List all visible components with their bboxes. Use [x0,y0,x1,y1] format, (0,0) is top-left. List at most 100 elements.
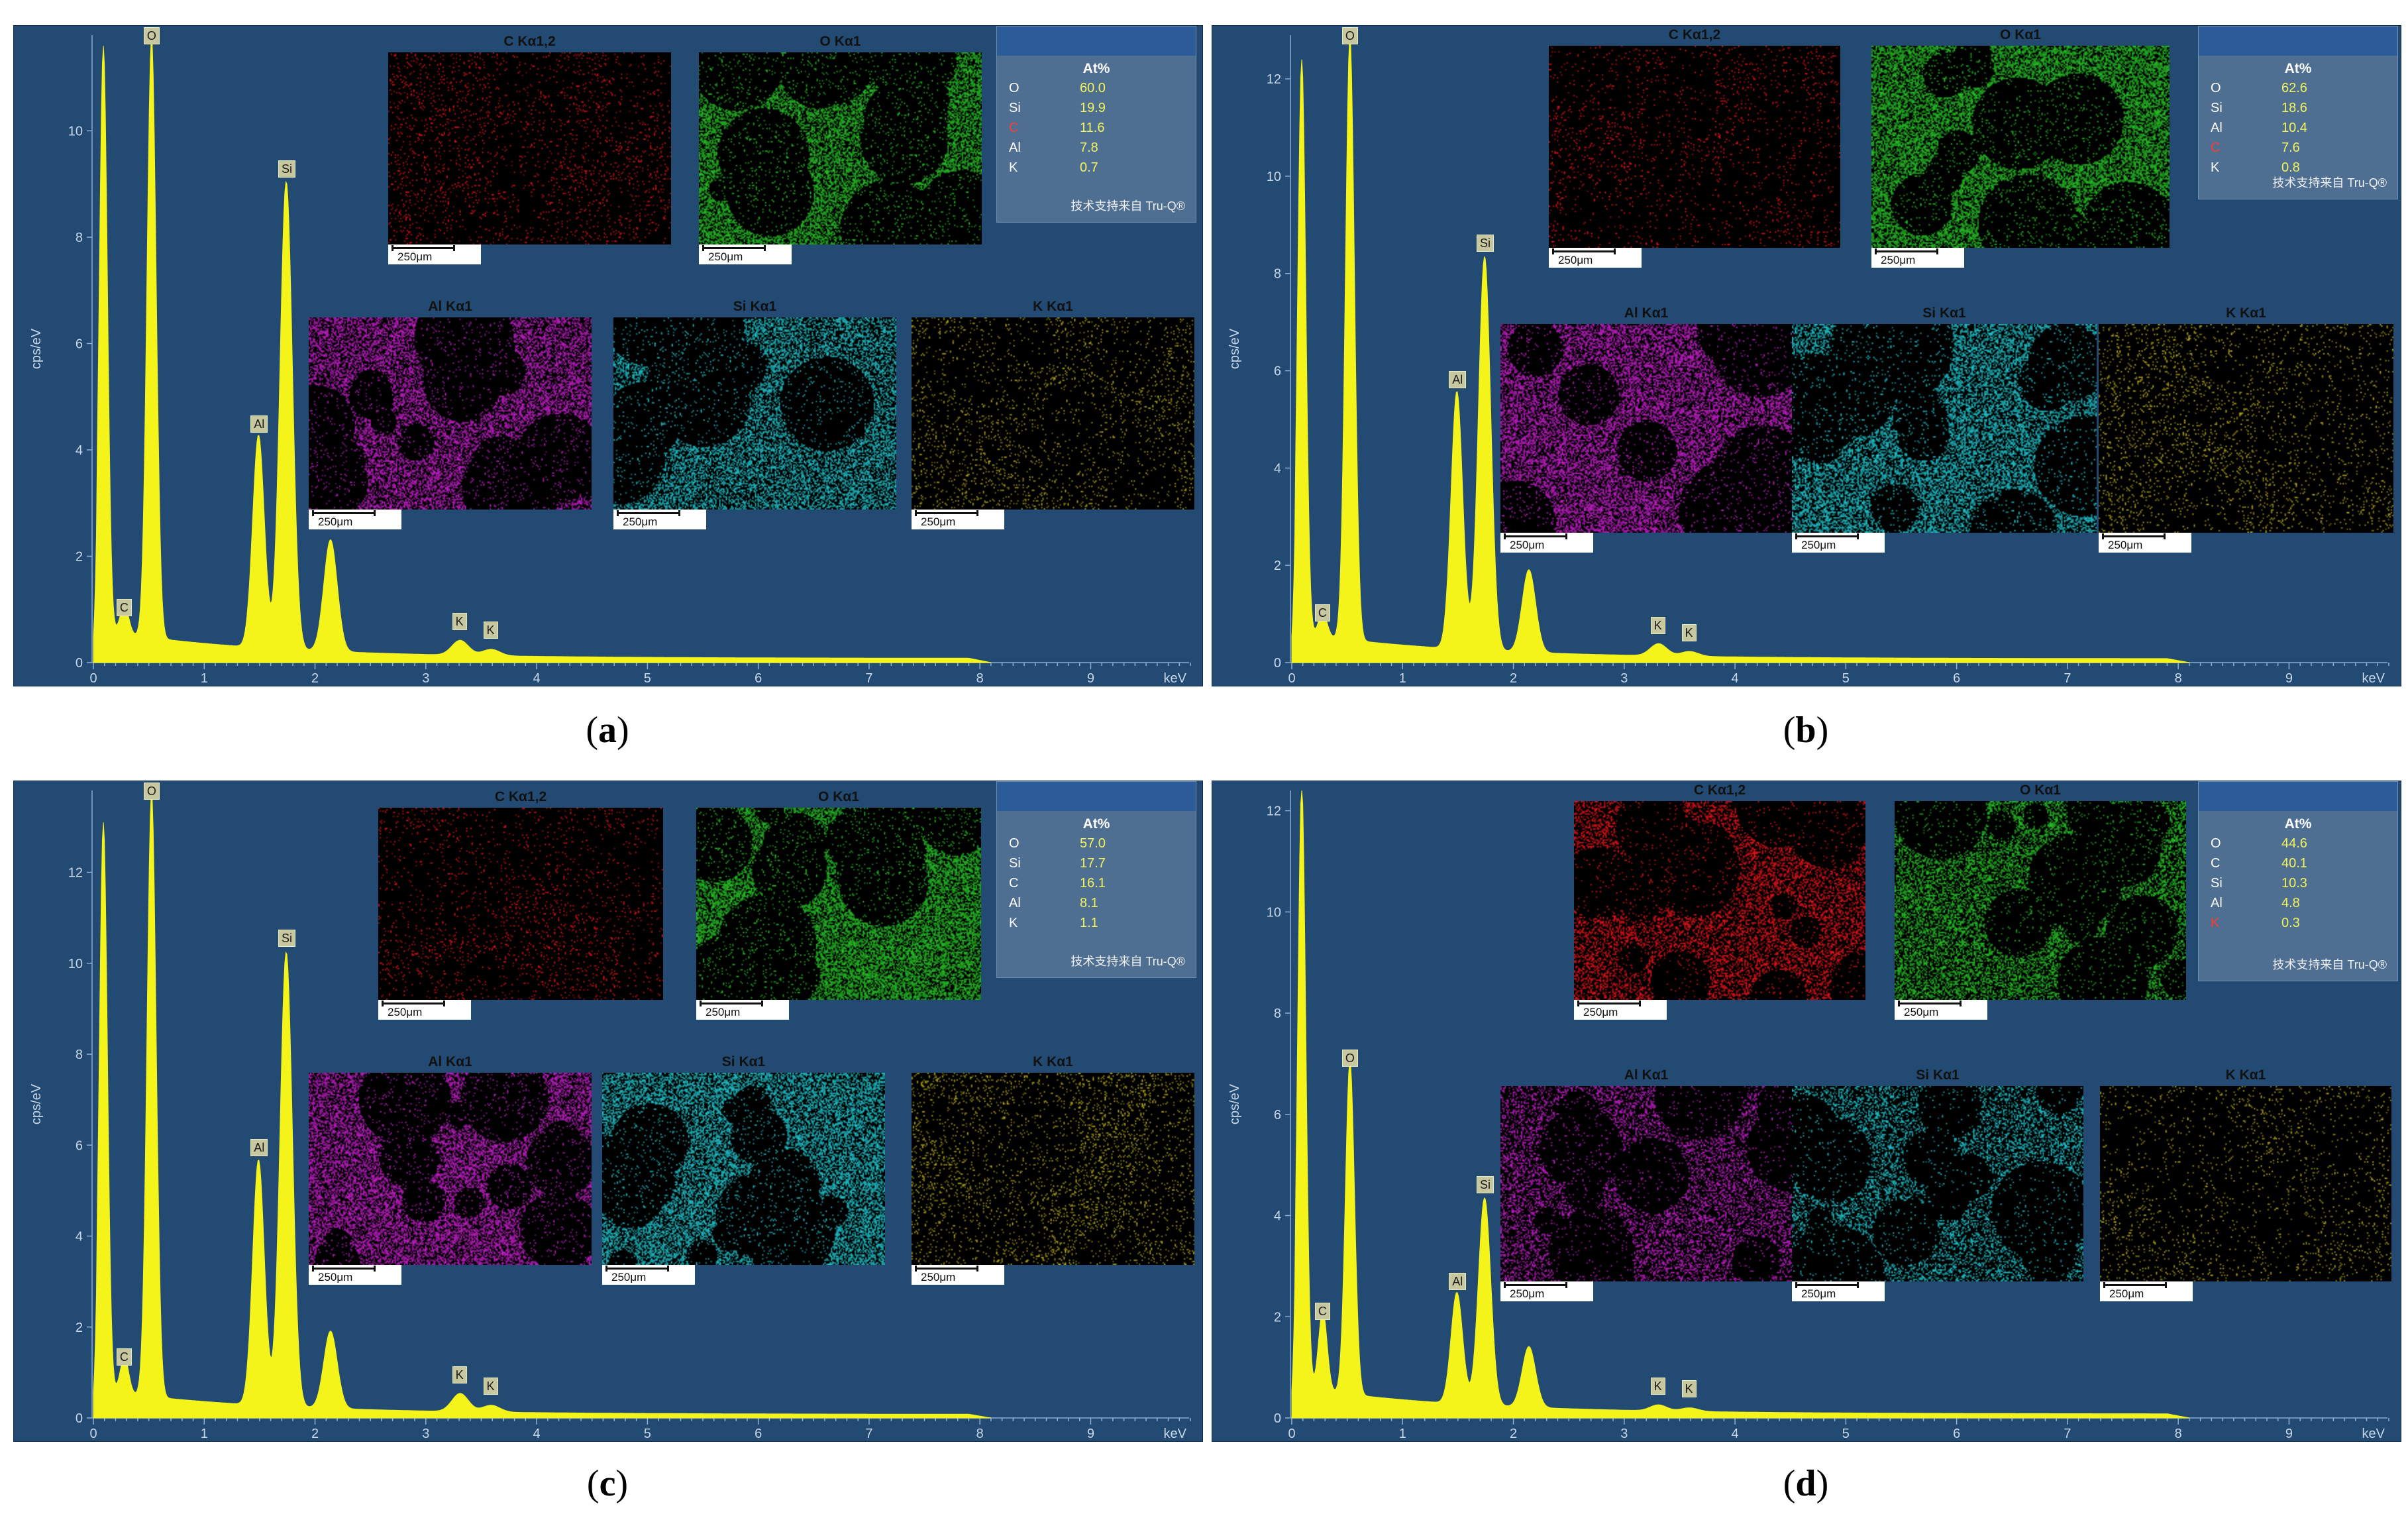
peak-label-k: K [452,1366,467,1384]
y-tick-label: 2 [76,549,83,564]
atomic-percent: 18.6 [2281,101,2307,115]
caption-letter: d [1795,1463,1816,1504]
map-image [2100,1086,2391,1281]
peak-label-al: Al [1449,370,1467,388]
composition-table: At% O 44.6 C 40.1 Si 10.3 Al 4.8 K 0.3 技术支持来自 Tru-Q… [2198,781,2398,981]
y-tick-label: 6 [1274,1108,1281,1122]
x-tick-label: 2 [1510,671,1517,686]
scale-bar-line [702,245,766,251]
element-map-0: C Kα1,2 250μm [388,34,671,264]
scale-bar-line [312,510,376,516]
spectrum-area [1291,790,2189,1419]
map-title: K Kα1 [1033,299,1073,314]
table-row: Al 4.8 [2199,896,2397,916]
map-title: Si Kα1 [1922,305,1966,321]
scale-bar: 250μm [1895,1000,1987,1020]
y-tick-label: 12 [1267,72,1281,87]
eds-panel-d: 0 1 2 3 4 5 6 7 8 9 keV 0 2 4 6 8 10 12 cps/eV C O Al Si K K C Kα… [1212,781,2401,1442]
y-tick-label: 0 [1274,656,1281,671]
element-map-4: K Kα1 250μm [912,1054,1194,1285]
x-tick-label: 7 [2064,1427,2071,1441]
atomic-percent: 1.1 [1080,916,1098,930]
atomic-percent: 7.6 [2281,140,2300,155]
scale-bar-label: 250μm [2108,539,2143,551]
map-title: Al Kα1 [1624,1067,1669,1083]
scale-bar-label: 250μm [1801,539,1836,551]
x-tick-label: 5 [644,671,651,686]
x-tick-label: 5 [644,1427,651,1441]
x-tick-label: 3 [422,671,429,686]
scale-bar-label: 250μm [2109,1287,2144,1300]
map-title: C Kα1,2 [1693,783,1746,798]
peak-label-si: Si [1477,235,1494,252]
table-header-bar [2199,27,2397,56]
atomic-percent: 8.1 [1080,896,1098,910]
peak-label-o: O [1341,27,1358,44]
element-symbol: Al [1009,140,1021,155]
element-symbol: C [1009,876,1019,891]
panel-caption: (c) [541,1462,674,1505]
x-tick-label: 0 [1288,1427,1295,1441]
table-row: Si 17.7 [997,856,1196,876]
element-symbol: Al [2211,896,2223,910]
caption-close-paren: ) [617,710,629,751]
element-map-3: Si Kα1 250μm [1792,1067,2083,1301]
scale-bar-label: 250μm [388,1006,423,1018]
map-title: O Kα1 [818,789,859,804]
x-tick-label: 1 [201,1427,208,1441]
map-title: Al Kα1 [1624,305,1669,321]
scale-bar: 250μm [1574,1000,1667,1020]
element-map-1: O Kα1 250μm [696,789,981,1020]
atomic-percent: 7.8 [1080,140,1098,155]
scale-bar-line [312,1266,376,1272]
x-tick-label: 6 [755,1427,762,1441]
scale-bar: 250μm [1792,1281,1885,1301]
x-tick-label: 4 [1732,671,1739,686]
table-row: C 7.6 [2199,140,2397,160]
x-tick-label: 8 [976,1427,984,1441]
element-map-0: C Kα1,2 250μm [378,789,663,1020]
x-tick-label: 2 [311,671,319,686]
scale-bar-line [392,245,455,251]
map-title: K Kα1 [2226,305,2266,321]
peak-label-k: K [483,1378,498,1395]
peak-label-k: K [1681,623,1697,641]
scale-bar: 250μm [309,1265,401,1285]
element-map-2: Al Kα1 250μm [1500,1067,1792,1301]
y-tick-label: 2 [1274,559,1281,573]
caption-letter: c [599,1463,616,1504]
x-tick-label: 4 [533,671,541,686]
x-unit-label: keV [1164,671,1187,686]
peak-label-al: Al [250,1139,268,1157]
table-header-bar [997,782,1196,811]
x-tick-label: 3 [1620,671,1628,686]
table-row: Si 19.9 [997,101,1196,121]
x-tick-label: 8 [976,671,984,686]
map-title: K Kα1 [1033,1054,1073,1069]
spectrum-area [1291,38,2189,663]
x-tick-label: 5 [1842,671,1850,686]
scale-bar-label: 250μm [1904,1006,1939,1018]
scale-bar-line [1875,248,1938,254]
map-image [912,1073,1194,1265]
atomic-percent: 57.0 [1080,836,1106,851]
y-tick-label: 0 [1274,1411,1281,1426]
peak-label-c: C [1314,1303,1330,1321]
map-image [1500,324,1792,533]
y-tick-label: 10 [68,124,83,138]
y-axis-label: cps/eV [1228,1083,1242,1124]
x-tick-label: 4 [533,1427,541,1441]
scale-bar-line [382,1001,445,1006]
atomic-percent: 17.7 [1080,856,1106,871]
x-tick-label: 0 [89,671,97,686]
caption-open-paren: ( [586,1463,600,1504]
peak-label-k: K [1650,616,1665,634]
map-title: K Kα1 [2225,1067,2266,1083]
map-image [388,52,671,244]
atomic-percent: 19.9 [1080,101,1106,115]
atomic-percent: 11.6 [1080,121,1105,135]
composition-table: At% O 60.0 Si 19.9 C 11.6 Al 7.8 K 0.7 技术支持来自 Tru-Q… [996,26,1196,223]
scale-bar-line [605,1266,669,1272]
table-footer: 技术支持来自 Tru-Q® [1071,955,1185,968]
